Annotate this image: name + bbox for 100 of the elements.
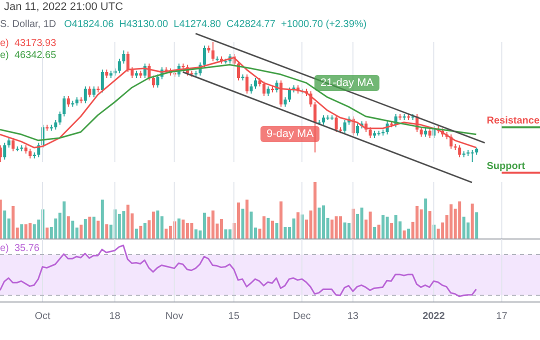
candlestick	[66, 96, 70, 108]
x-tick-label: 13	[347, 311, 359, 322]
bar	[262, 216, 266, 239]
bar	[88, 216, 92, 239]
bar	[71, 220, 74, 239]
bar	[330, 220, 334, 239]
bar	[118, 214, 121, 239]
bar	[105, 224, 108, 239]
bar	[407, 228, 410, 239]
bar	[275, 223, 278, 239]
bar	[348, 223, 351, 239]
bar	[211, 210, 214, 239]
bar	[284, 227, 287, 239]
ref-line-label: Resistance	[486, 115, 540, 126]
x-tick-label: 17	[496, 311, 508, 322]
bar	[156, 210, 160, 239]
bar	[177, 218, 180, 239]
bar	[3, 210, 6, 239]
bar	[420, 209, 423, 239]
bar	[46, 228, 49, 239]
annotation: 21-day MA	[314, 75, 380, 91]
candlestick	[3, 142, 6, 160]
x-tick-label: 2022	[422, 311, 446, 322]
x-tick-label: Oct	[34, 311, 51, 322]
bar	[194, 229, 198, 239]
candlestick	[156, 74, 160, 88]
bar	[220, 219, 223, 239]
candlestick	[250, 84, 253, 94]
bar	[416, 206, 419, 239]
candlestick	[100, 69, 104, 93]
bar	[390, 223, 394, 239]
bar	[84, 219, 87, 239]
candlestick	[58, 111, 62, 126]
x-tick-label: Dec	[292, 311, 311, 322]
bar	[458, 201, 462, 239]
candlestick	[130, 66, 134, 78]
candlestick	[343, 120, 346, 134]
candlestick	[458, 144, 462, 158]
annotation: 9-day MA	[260, 126, 320, 142]
candlestick	[288, 87, 292, 102]
bar	[322, 205, 326, 239]
bar	[20, 224, 24, 239]
candlestick	[322, 114, 326, 126]
candlestick	[92, 86, 96, 98]
bar	[152, 212, 155, 239]
candlestick	[118, 58, 121, 74]
ref-line-label: Support	[486, 160, 526, 172]
bar	[139, 226, 142, 239]
candlestick	[266, 86, 270, 96]
bar	[314, 182, 317, 239]
bar	[271, 220, 274, 239]
bar	[236, 202, 240, 239]
bar	[245, 200, 248, 239]
bar	[428, 211, 432, 239]
candlestick	[280, 80, 283, 108]
bar	[450, 204, 453, 239]
bar	[296, 212, 300, 239]
bar	[134, 228, 138, 239]
bar	[470, 204, 474, 239]
bar	[228, 229, 232, 239]
candlestick	[368, 126, 372, 138]
bar	[318, 208, 321, 239]
candlestick	[122, 50, 126, 64]
bar	[62, 201, 66, 239]
bar	[360, 208, 364, 239]
bar	[462, 216, 466, 239]
bar	[92, 216, 96, 239]
bar	[373, 227, 376, 239]
candlestick	[420, 126, 423, 138]
bar	[334, 216, 338, 239]
candlestick	[152, 75, 155, 88]
bar	[377, 224, 380, 239]
bar	[0, 200, 2, 239]
bar	[164, 228, 168, 239]
bar	[190, 223, 194, 239]
candlestick	[356, 123, 360, 136]
candlestick	[245, 74, 248, 94]
bar	[100, 200, 104, 239]
bar	[394, 215, 398, 239]
x-tick-label: 18	[109, 311, 121, 322]
candlestick	[7, 138, 10, 148]
bar	[241, 208, 244, 239]
chart-title: Jan 11, 2022 21:00 UTC	[4, 1, 124, 13]
candlestick	[262, 81, 266, 96]
bar	[182, 220, 185, 239]
annotation: e) 43173.93	[0, 38, 56, 49]
bar	[96, 220, 100, 239]
candlestick	[254, 78, 257, 90]
bar	[66, 216, 70, 239]
bar	[266, 218, 270, 239]
bar	[126, 204, 130, 239]
bar	[28, 223, 32, 239]
bar	[292, 218, 296, 239]
annotation: e) 46342.65	[0, 50, 56, 61]
bar	[224, 229, 228, 239]
candlestick	[470, 150, 474, 162]
bar	[168, 226, 172, 239]
bar	[475, 212, 478, 239]
x-tick-label: 15	[228, 311, 240, 322]
bar	[250, 212, 253, 239]
